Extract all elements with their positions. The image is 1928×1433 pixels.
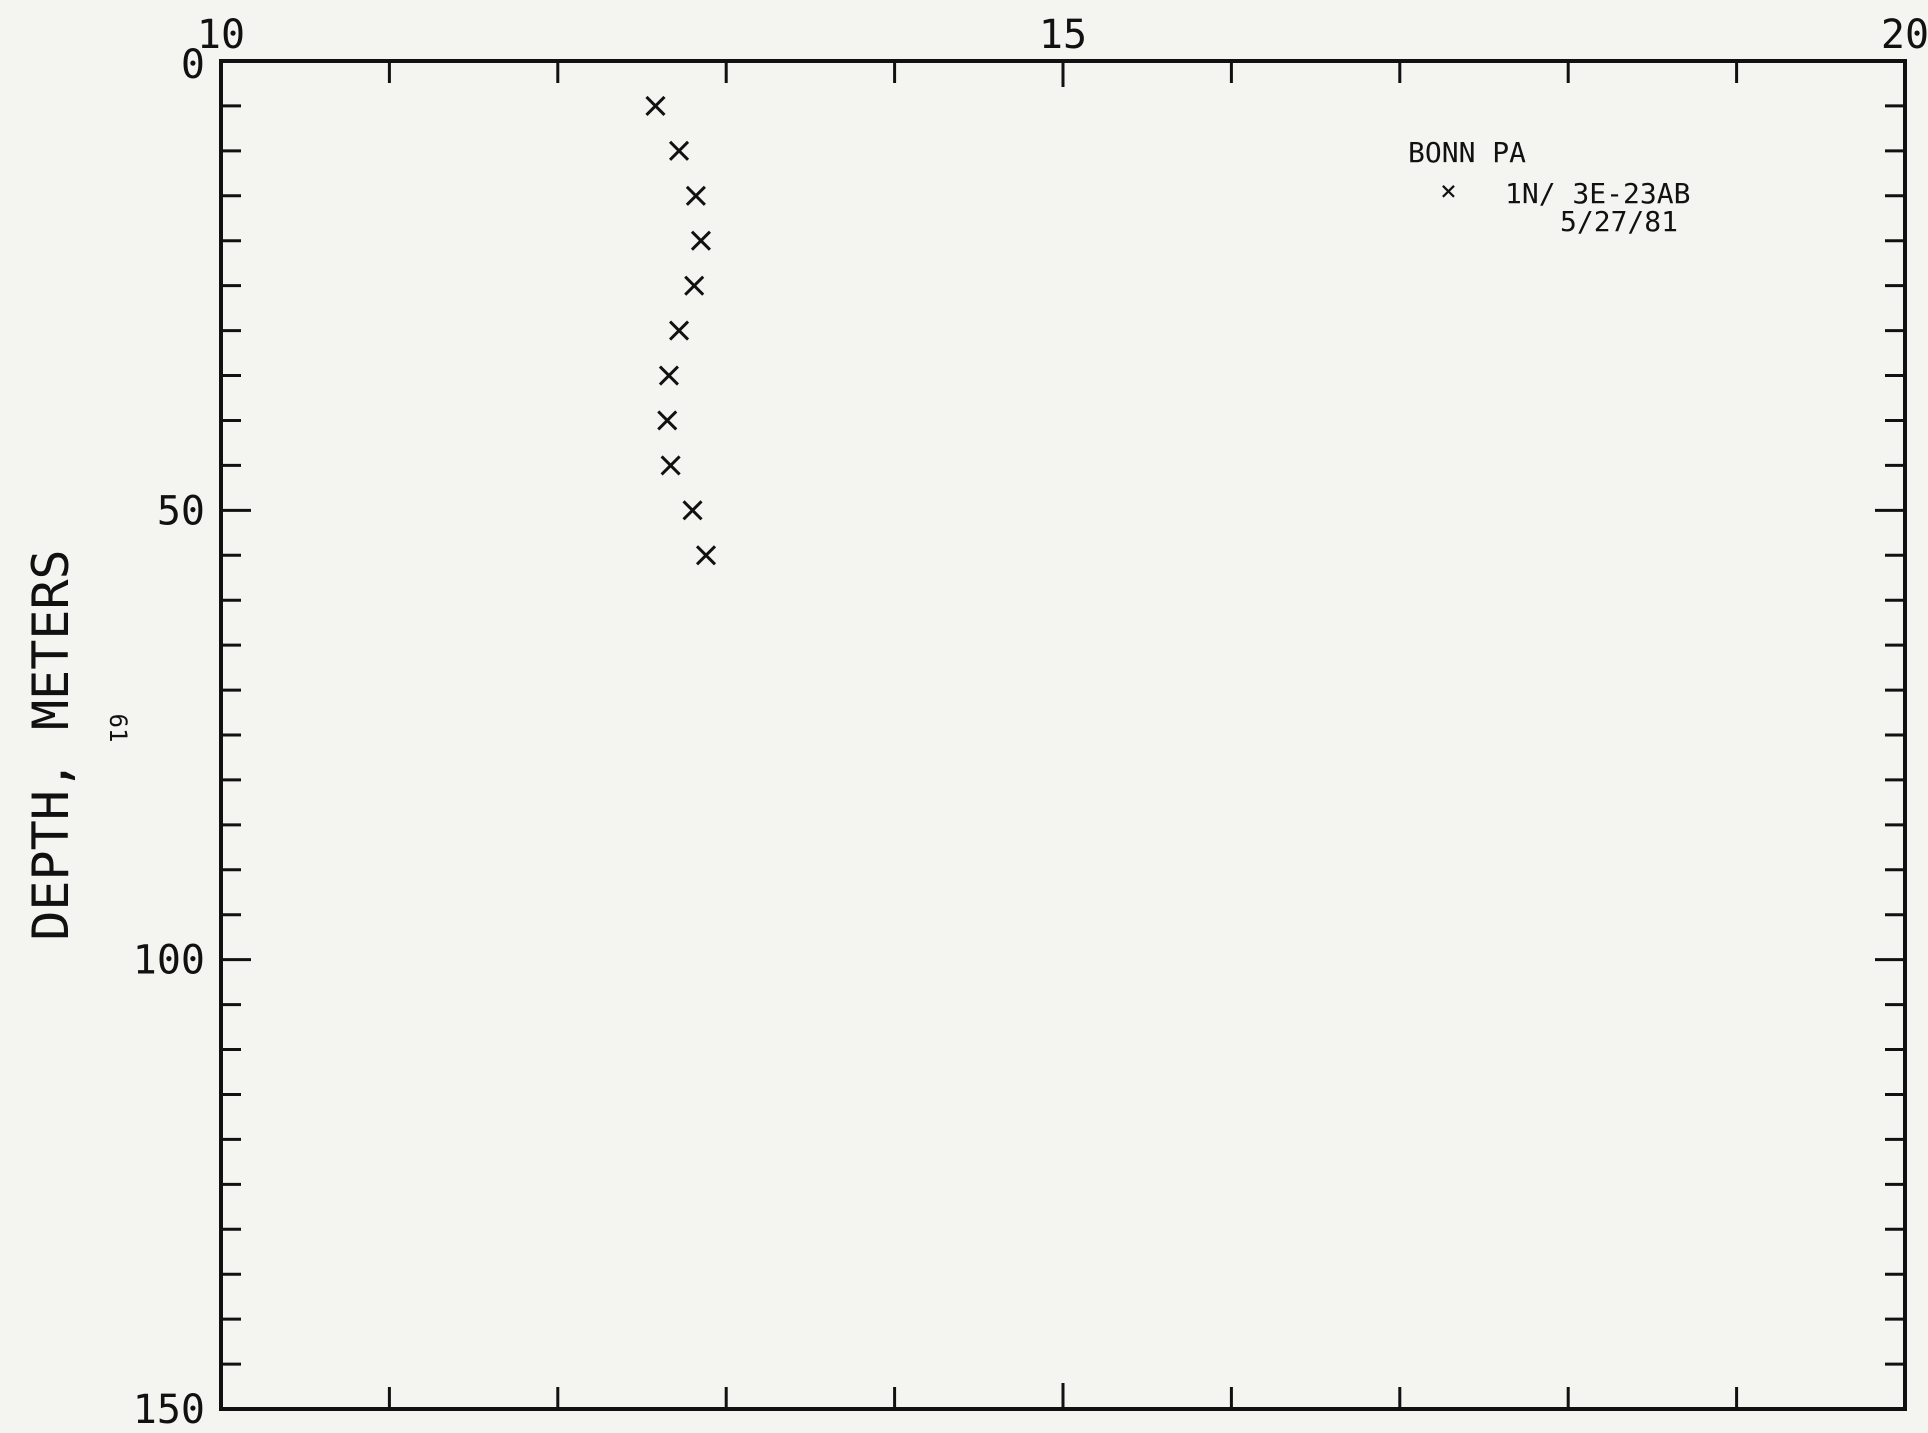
data-point-stroke [684,275,705,296]
plot-frame [219,59,1907,1411]
data-point-stroke [657,410,678,431]
legend-entry-label: 1N/ 3E-23AB [1505,177,1690,210]
data-point-stroke [682,500,703,521]
data-point [690,230,712,251]
data-point [684,275,705,296]
y-axis-label: DEPTH, METERS [22,549,80,940]
data-point [668,140,690,161]
data-point [685,185,706,206]
legend-header: BONN PA [1408,136,1526,169]
y-tick-label: 50 [157,488,205,534]
data-point [645,95,666,116]
data-point [658,365,680,386]
axis-ticks [219,59,1907,1411]
y-tick-label: 100 [133,938,205,984]
data-point-stroke [658,365,680,386]
data-point [657,410,678,431]
legend: BONN PA × 1N/ 3E-23AB 5/27/81 [1408,136,1690,238]
legend-entry-sublabel: 5/27/81 [1560,205,1678,238]
data-point [660,455,681,476]
axis-tick-labels: 10 15 20 0 50 100 150 [133,12,1928,1433]
y-tick-label: 0 [181,42,205,88]
data-point-stroke [668,140,690,161]
data-points [645,95,717,566]
y-tick-label: 150 [133,1387,205,1433]
data-point-stroke [695,545,717,566]
data-point-stroke [660,455,681,476]
data-point-stroke [645,95,666,116]
data-point-stroke [685,185,706,206]
side-annotation: 61 [104,714,132,743]
data-point [682,500,703,521]
x-tick-label: 15 [1039,12,1087,58]
x-tick-label: 20 [1881,12,1928,58]
x-tick-label: 10 [197,12,245,58]
data-point [668,320,690,341]
legend-marker-icon: × [1440,174,1457,207]
data-point-stroke [668,320,690,341]
data-point [695,545,717,566]
data-point-stroke [690,230,712,251]
